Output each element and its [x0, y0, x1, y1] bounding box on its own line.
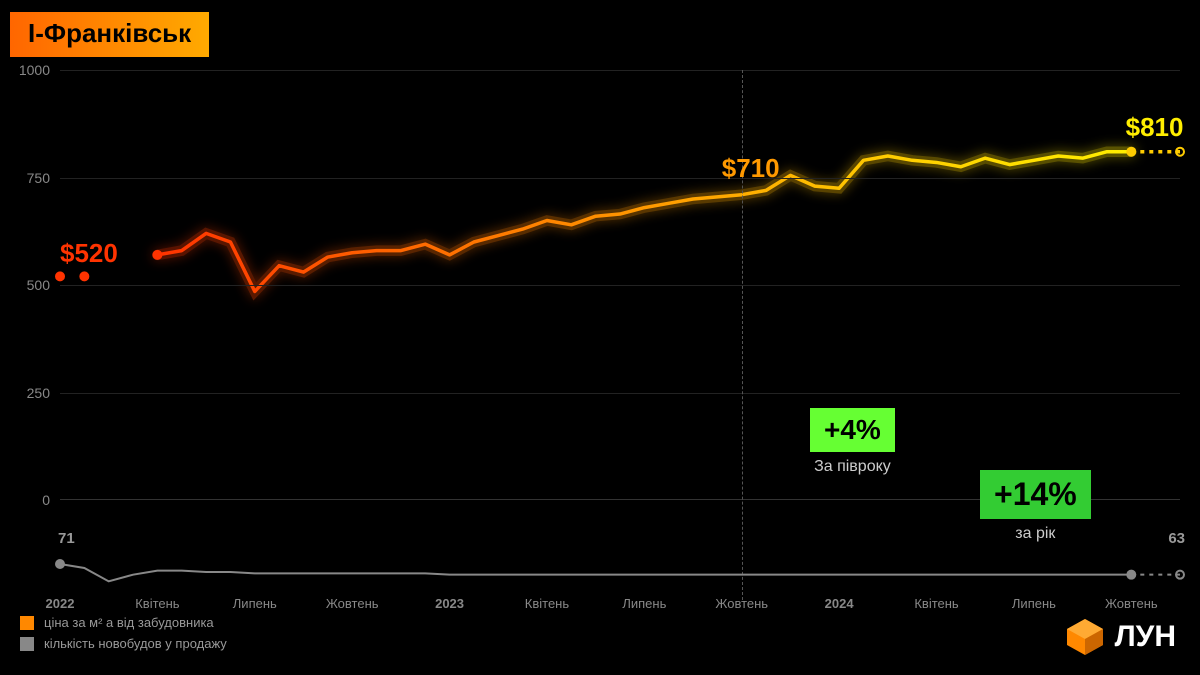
legend-item: кількість новобудов у продажу: [20, 636, 227, 651]
count-start-label: 71: [58, 530, 75, 547]
logo: ЛУН: [1065, 617, 1176, 657]
x-tick-label: Квітень: [135, 596, 179, 611]
x-tick-label: 2023: [435, 596, 464, 611]
x-axis: 2022КвітеньЛипеньЖовтень2023КвітеньЛипен…: [60, 596, 1180, 616]
x-tick-label: 2022: [46, 596, 75, 611]
pct-badge: +14%за рік: [980, 470, 1091, 543]
price-label: $710: [722, 153, 780, 184]
y-tick-label: 0: [10, 492, 50, 508]
legend-item: ціна за м² а від забудовника: [20, 615, 227, 630]
x-tick-label: Липень: [233, 596, 277, 611]
y-tick-label: 1000: [10, 62, 50, 78]
title-badge: І-Франківськ: [10, 12, 209, 57]
y-tick-label: 500: [10, 277, 50, 293]
x-tick-label: Липень: [622, 596, 666, 611]
count-end-label: 63: [1168, 530, 1185, 547]
price-label: $520: [60, 238, 118, 269]
cube-icon: [1065, 617, 1105, 657]
price-label: $810: [1126, 112, 1184, 143]
x-tick-label: Липень: [1012, 596, 1056, 611]
x-tick-label: Жовтень: [715, 596, 768, 611]
logo-text: ЛУН: [1115, 620, 1176, 654]
y-tick-label: 250: [10, 385, 50, 401]
x-tick-label: Квітень: [525, 596, 569, 611]
price-chart: 02505007501000 $520$710$810+4%За півроку…: [10, 70, 1190, 540]
y-tick-label: 750: [10, 170, 50, 186]
legend: ціна за м² а від забудовника кількість но…: [20, 615, 227, 657]
x-tick-label: Квітень: [914, 596, 958, 611]
pct-badge: +4%За півроку: [810, 408, 895, 476]
count-chart: 7163: [60, 552, 1180, 592]
x-tick-label: 2024: [825, 596, 854, 611]
x-tick-label: Жовтень: [1105, 596, 1158, 611]
x-tick-label: Жовтень: [326, 596, 379, 611]
